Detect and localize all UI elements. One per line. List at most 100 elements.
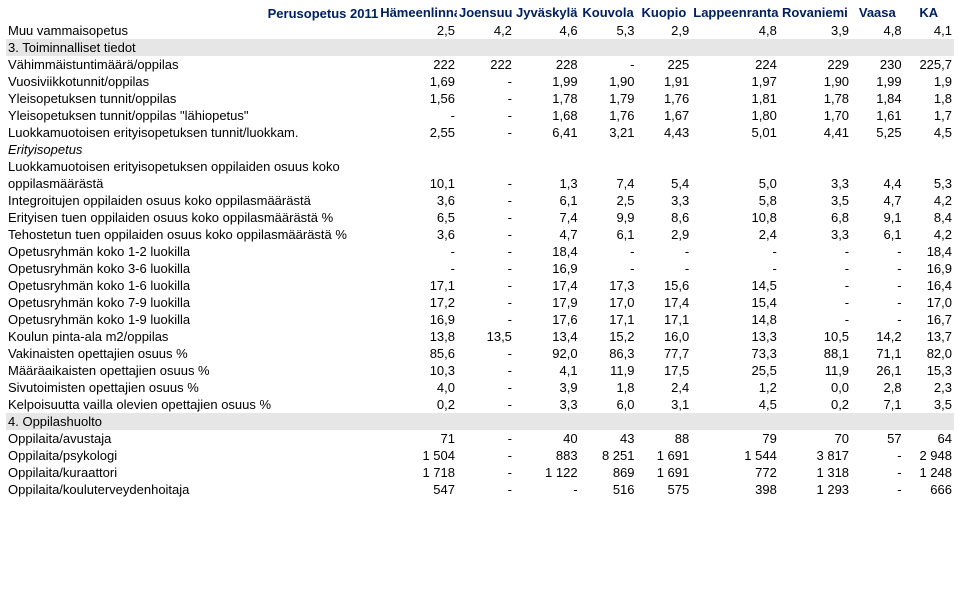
cell-value: 8,4 <box>904 209 954 226</box>
cell-value: - <box>378 243 457 260</box>
cell-value: 10,8 <box>691 209 779 226</box>
col-header: Kuopio <box>637 4 692 22</box>
cell-value: 2,5 <box>580 192 637 209</box>
row-label: Vuosiviikkotunnit/oppilas <box>6 73 378 90</box>
table-row: Erityisopetus <box>6 141 954 158</box>
cell-value: 92,0 <box>514 345 580 362</box>
cell-value: 6,1 <box>851 226 904 243</box>
cell-value: 1,8 <box>580 379 637 396</box>
cell-value: 4,0 <box>378 379 457 396</box>
cell-value: 15,6 <box>637 277 692 294</box>
cell-value: 43 <box>580 430 637 447</box>
cell-value: 4,7 <box>851 192 904 209</box>
cell-value: 13,3 <box>691 328 779 345</box>
cell-value: 13,7 <box>904 328 954 345</box>
cell-value: 3,6 <box>378 192 457 209</box>
cell-value: 772 <box>691 464 779 481</box>
cell-value <box>691 158 779 175</box>
cell-value: - <box>457 260 514 277</box>
cell-value: 1,84 <box>851 90 904 107</box>
table-row: Määräaikaisten opettajien osuus %10,3-4,… <box>6 362 954 379</box>
cell-value: 16,9 <box>904 260 954 277</box>
cell-value: 4,7 <box>514 226 580 243</box>
cell-value: - <box>580 243 637 260</box>
table-row: Opetusryhmän koko 7-9 luokilla17,2-17,91… <box>6 294 954 311</box>
cell-value: 1,67 <box>637 107 692 124</box>
cell-value: 1,7 <box>904 107 954 124</box>
row-label: Koulun pinta-ala m2/oppilas <box>6 328 378 345</box>
cell-value: 88,1 <box>779 345 851 362</box>
cell-value: 3,5 <box>904 396 954 413</box>
table-row: Integroitujen oppilaiden osuus koko oppi… <box>6 192 954 209</box>
cell-value: - <box>637 243 692 260</box>
cell-value: - <box>851 277 904 294</box>
cell-value: 6,8 <box>779 209 851 226</box>
table-row: Opetusryhmän koko 1-2 luokilla--18,4----… <box>6 243 954 260</box>
cell-value: 6,41 <box>514 124 580 141</box>
cell-value <box>580 158 637 175</box>
cell-value: - <box>457 73 514 90</box>
cell-value: - <box>457 311 514 328</box>
cell-value: 85,6 <box>378 345 457 362</box>
cell-value: 1,91 <box>637 73 692 90</box>
cell-value: 4,1 <box>904 22 954 39</box>
cell-value: - <box>457 430 514 447</box>
table-row: Opetusryhmän koko 3-6 luokilla--16,9----… <box>6 260 954 277</box>
cell-value: 4,8 <box>851 22 904 39</box>
row-label: Vakinaisten opettajien osuus % <box>6 345 378 362</box>
cell-value: 10,3 <box>378 362 457 379</box>
cell-value: 13,8 <box>378 328 457 345</box>
cell-value: 1,61 <box>851 107 904 124</box>
cell-value: - <box>457 243 514 260</box>
data-table: Perusopetus 2011 Hämeenlinna Joensuu Jyv… <box>6 4 954 498</box>
cell-value: - <box>851 311 904 328</box>
cell-value: 869 <box>580 464 637 481</box>
cell-value: 3,3 <box>779 175 851 192</box>
cell-value: 5,4 <box>637 175 692 192</box>
cell-value: 57 <box>851 430 904 447</box>
cell-value: - <box>779 260 851 277</box>
cell-value: 2,5 <box>378 22 457 39</box>
cell-value: - <box>457 175 514 192</box>
cell-value: 17,4 <box>514 277 580 294</box>
cell-value: 17,1 <box>378 277 457 294</box>
col-header: Lappeenranta <box>691 4 779 22</box>
row-label: Opetusryhmän koko 1-2 luokilla <box>6 243 378 260</box>
cell-value: 222 <box>457 56 514 73</box>
row-label: Opetusryhmän koko 7-9 luokilla <box>6 294 378 311</box>
cell-value: 17,2 <box>378 294 457 311</box>
cell-value: 4,1 <box>514 362 580 379</box>
cell-value: - <box>580 260 637 277</box>
cell-value: - <box>779 277 851 294</box>
cell-value: - <box>457 107 514 124</box>
cell-value: 3,1 <box>637 396 692 413</box>
cell-value: 10,1 <box>378 175 457 192</box>
cell-value: 5,3 <box>904 175 954 192</box>
cell-value: 11,9 <box>580 362 637 379</box>
cell-value: 3 817 <box>779 447 851 464</box>
cell-value: 5,8 <box>691 192 779 209</box>
cell-value: 18,4 <box>904 243 954 260</box>
cell-value: 1,80 <box>691 107 779 124</box>
cell-value: 16,7 <box>904 311 954 328</box>
cell-value: - <box>457 362 514 379</box>
cell-value: 3,9 <box>514 379 580 396</box>
section-label: 4. Oppilashuolto <box>6 413 954 430</box>
cell-value: 883 <box>514 447 580 464</box>
cell-value: 1,69 <box>378 73 457 90</box>
cell-value: 3,21 <box>580 124 637 141</box>
cell-value: - <box>851 260 904 277</box>
cell-value: 6,1 <box>580 226 637 243</box>
cell-value: 7,4 <box>580 175 637 192</box>
cell-value: 6,5 <box>378 209 457 226</box>
cell-value: 1,81 <box>691 90 779 107</box>
table-row: Yleisopetuksen tunnit/oppilas1,56-1,781,… <box>6 90 954 107</box>
cell-value: 17,0 <box>904 294 954 311</box>
cell-value: - <box>851 464 904 481</box>
cell-value: - <box>457 209 514 226</box>
cell-value <box>514 158 580 175</box>
table-row: Opetusryhmän koko 1-6 luokilla17,1-17,41… <box>6 277 954 294</box>
cell-value: 228 <box>514 56 580 73</box>
cell-value: 3,3 <box>637 192 692 209</box>
cell-value: 1 691 <box>637 447 692 464</box>
